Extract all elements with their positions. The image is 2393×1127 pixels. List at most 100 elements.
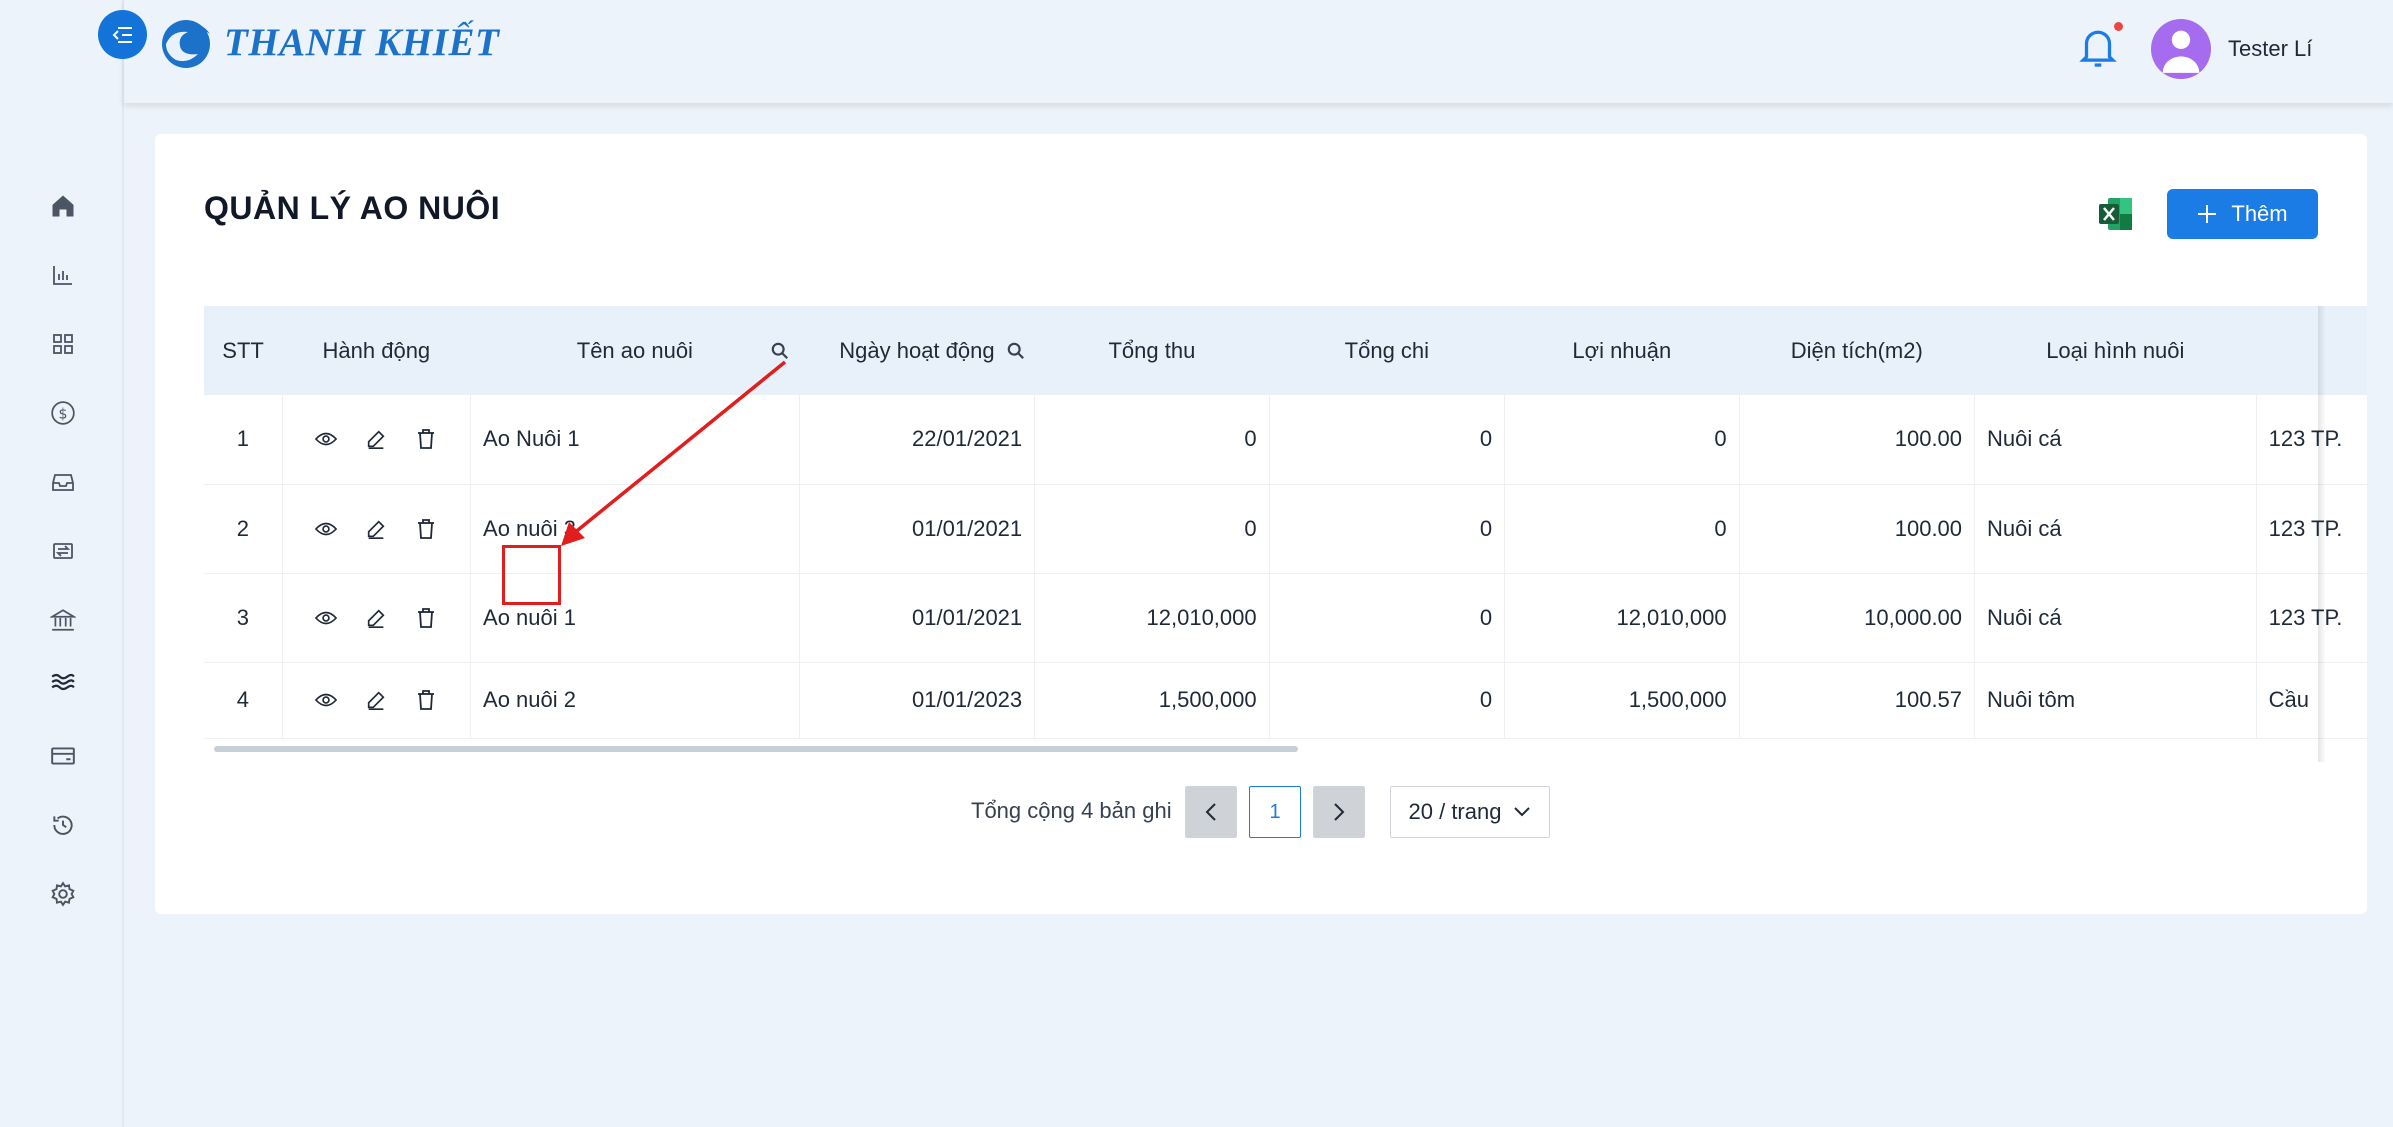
svg-text:$: $ <box>59 406 68 422</box>
column-header-stt: STT <box>204 306 283 395</box>
page-size-value: 20 / trang <box>1408 799 1502 824</box>
column-header-area: Diện tích(m2) <box>1739 306 1975 395</box>
excel-export-icon[interactable] <box>2096 194 2136 234</box>
add-button[interactable]: Thêm <box>2167 189 2318 239</box>
view-icon[interactable] <box>312 686 340 714</box>
horizontal-scrollbar[interactable] <box>214 746 1298 752</box>
delete-icon[interactable] <box>412 686 440 714</box>
page-number-current[interactable]: 1 <box>1249 786 1301 838</box>
waves-icon[interactable] <box>45 664 81 700</box>
table-header-row: STT Hành động Tên ao nuôi Ngày hoạt động <box>204 306 2367 395</box>
bank-icon[interactable] <box>45 602 81 638</box>
edit-icon[interactable] <box>362 604 390 632</box>
column-header-date[interactable]: Ngày hoạt động <box>799 306 1035 395</box>
cell-address: Cầu <box>2256 662 2367 739</box>
page-title: QUẢN LÝ AO NUÔI <box>204 190 501 226</box>
cell-date: 22/01/2021 <box>799 395 1036 485</box>
cell-expense: 0 <box>1269 573 1506 663</box>
edit-icon[interactable] <box>362 515 390 543</box>
cell-actions <box>282 662 472 739</box>
column-header-name[interactable]: Tên ao nuôi <box>470 306 800 395</box>
cell-profit: 12,010,000 <box>1504 573 1740 663</box>
column-header-type: Loại hình nuôi <box>1974 306 2257 395</box>
delete-icon[interactable] <box>412 425 440 453</box>
cell-date: 01/01/2023 <box>799 662 1036 739</box>
edit-icon[interactable] <box>362 425 390 453</box>
inbox-icon[interactable] <box>45 464 81 500</box>
cell-revenue: 0 <box>1034 395 1270 485</box>
column-header-expense: Tổng chi <box>1269 306 1505 395</box>
edit-highlight-box <box>502 545 561 605</box>
notification-bell-icon[interactable] <box>2078 24 2120 72</box>
exchange-icon[interactable] <box>45 533 81 569</box>
table-row: 1 Ao Nuôi 1 22/01/2021 0 0 0 100.00 Nuôi cá 123 … <box>204 395 2367 485</box>
column-header-actions: Hành động <box>282 306 471 395</box>
column-header-extra <box>2256 306 2367 395</box>
page-size-select[interactable]: 20 / trang <box>1390 786 1550 838</box>
cell-stt: 2 <box>204 484 283 574</box>
delete-icon[interactable] <box>412 604 440 632</box>
home-icon[interactable] <box>45 188 81 224</box>
cell-profit: 0 <box>1504 484 1740 574</box>
cell-date: 01/01/2021 <box>799 573 1036 663</box>
cell-area: 100.00 <box>1739 484 1976 574</box>
table-row: 3 Ao nuôi 1 01/01/2021 12,010,000 0 12,010,00… <box>204 573 2367 663</box>
cell-type: Nuôi cá <box>1974 395 2257 485</box>
top-header: Tester Lí <box>124 0 2393 103</box>
column-header-date-label: Ngày hoạt động <box>839 337 995 363</box>
search-icon[interactable] <box>1005 340 1027 362</box>
cell-name: Ao nuôi 2 <box>470 662 800 739</box>
cell-expense: 0 <box>1269 662 1506 739</box>
cell-revenue: 12,010,000 <box>1034 573 1270 663</box>
add-button-label: Thêm <box>2231 201 2288 226</box>
next-page-button[interactable] <box>1313 786 1365 838</box>
delete-icon[interactable] <box>412 515 440 543</box>
cell-type: Nuôi cá <box>1974 484 2257 574</box>
table-scroll-shadow <box>2318 306 2326 762</box>
cell-profit: 1,500,000 <box>1504 662 1740 739</box>
edit-icon[interactable] <box>362 686 390 714</box>
annotation-arrow <box>561 360 787 546</box>
cell-name: Ao nuôi 3 <box>470 484 800 574</box>
view-icon[interactable] <box>312 604 340 632</box>
settings-icon[interactable] <box>45 876 81 912</box>
cell-address: 123 TP. <box>2256 484 2367 574</box>
plus-icon <box>2198 205 2217 223</box>
wallet-icon[interactable] <box>45 738 81 774</box>
column-header-profit: Lợi nhuận <box>1504 306 1740 395</box>
chevron-left-icon <box>1205 803 1216 821</box>
dollar-icon[interactable]: $ <box>45 395 81 431</box>
column-header-name-label: Tên ao nuôi <box>576 337 693 363</box>
total-records: Tổng cộng 4 bản ghi <box>971 798 1172 823</box>
sidebar: $ <box>0 0 124 1127</box>
search-icon[interactable] <box>769 340 791 362</box>
table-row: 4 Ao nuôi 2 01/01/2023 1,500,000 0 1,500,000 1… <box>204 662 2367 739</box>
cell-expense: 0 <box>1269 395 1506 485</box>
bar-chart-icon[interactable] <box>45 257 81 293</box>
view-icon[interactable] <box>312 515 340 543</box>
cell-stt: 1 <box>204 395 283 485</box>
cell-expense: 0 <box>1269 484 1506 574</box>
main-card: QUẢN LÝ AO NUÔI Thêm STT Hành động <box>155 134 2367 914</box>
menu-toggle-button[interactable] <box>98 10 147 59</box>
cell-stt: 4 <box>204 662 283 739</box>
brand-name: THANH KHIẾT <box>224 20 500 64</box>
pond-table: STT Hành động Tên ao nuôi Ngày hoạt động <box>204 306 2367 762</box>
chevron-down-icon <box>1514 807 1531 817</box>
cell-type: Nuôi tôm <box>1974 662 2257 739</box>
history-icon[interactable] <box>45 807 81 843</box>
prev-page-button[interactable] <box>1185 786 1237 838</box>
grid-icon[interactable] <box>45 326 81 362</box>
cell-type: Nuôi cá <box>1974 573 2257 663</box>
cell-actions <box>282 395 472 485</box>
avatar[interactable] <box>2151 19 2211 79</box>
user-name[interactable]: Tester Lí <box>2228 36 2313 61</box>
column-header-revenue: Tổng thu <box>1034 306 1270 395</box>
brand-logo[interactable]: THANH KHIẾT <box>158 14 499 70</box>
table-row: 2 Ao nuôi 3 01/01/2021 0 0 0 100.00 Nuôi cá 123 … <box>204 484 2367 574</box>
cell-date: 01/01/2021 <box>799 484 1036 574</box>
cell-area: 100.57 <box>1739 662 1976 739</box>
cell-address: 123 TP. <box>2256 573 2367 663</box>
cell-actions <box>282 484 472 574</box>
view-icon[interactable] <box>312 425 340 453</box>
